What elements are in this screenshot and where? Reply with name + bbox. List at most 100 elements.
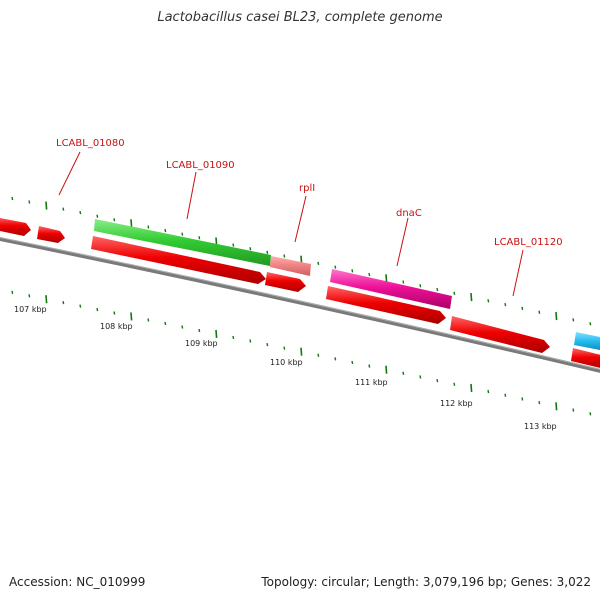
outer-tick-24: [419, 284, 422, 288]
gene-rpli-salmon: [270, 256, 311, 276]
inner-tick-27: [470, 383, 473, 392]
inner-tick-14: [249, 339, 252, 343]
inner-tick-28: [487, 389, 490, 394]
outer-tick-0: [11, 196, 14, 201]
gene-label-lcabl-01090: LCABL_01090: [166, 160, 235, 171]
outer-tick-16: [283, 254, 286, 258]
callout-line-rpli: [294, 195, 307, 243]
outer-tick-6: [113, 218, 116, 222]
outer-tick-30: [521, 306, 524, 311]
inner-tick-29: [504, 393, 507, 397]
gene-red-right-edge: [571, 348, 600, 368]
inner-tick-30: [521, 397, 524, 401]
outer-tick-27: [470, 292, 473, 302]
inner-tick-3: [62, 301, 65, 305]
outer-tick-32: [555, 311, 558, 321]
gene-label-lcabl-01080: LCABL_01080: [56, 138, 125, 149]
kbp-label-113: 113 kbp: [524, 422, 557, 431]
genome-summary-text: Topology: circular; Length: 3,079,196 bp…: [261, 575, 591, 589]
inner-tick-11: [198, 328, 201, 333]
outer-tick-33: [572, 318, 575, 322]
genome-backbone-highlight: [0, 237, 600, 370]
inner-tick-12: [215, 329, 218, 339]
accession-text: Accession: NC_010999: [9, 575, 146, 589]
inner-tick-22: [385, 365, 388, 374]
inner-tick-17: [300, 347, 303, 356]
inner-tick-16: [283, 346, 286, 350]
gene-red-lcabl-01080: [37, 226, 65, 243]
outer-tick-4: [79, 211, 82, 215]
inner-tick-31: [538, 401, 541, 405]
inner-tick-18: [317, 353, 320, 357]
callout-line-lcabl-01090: [186, 171, 197, 220]
gene-dnac-magenta: [330, 269, 452, 309]
outer-tick-7: [130, 219, 133, 228]
callout-line-dnac: [396, 217, 409, 267]
inner-tick-13: [232, 335, 235, 340]
inner-tick-21: [368, 364, 371, 368]
inner-tick-9: [164, 321, 167, 326]
outer-tick-13: [232, 243, 235, 247]
kbp-label-110: 110 kbp: [270, 358, 303, 367]
inner-tick-6: [113, 311, 116, 315]
inner-tick-8: [147, 318, 150, 322]
kbp-label-109: 109 kbp: [185, 339, 218, 348]
inner-tick-25: [436, 378, 439, 383]
inner-tick-19: [334, 357, 337, 361]
outer-tick-19: [334, 265, 337, 269]
outer-tick-20: [351, 269, 354, 273]
genome-backbone: [0, 236, 600, 373]
gene-cyan-edge: [574, 332, 600, 351]
outer-tick-28: [487, 299, 490, 303]
outer-tick-1: [28, 200, 31, 204]
gene-red-lcabl-01090: [91, 236, 266, 284]
outer-tick-2: [45, 201, 48, 210]
outer-tick-25: [436, 287, 439, 292]
callout-line-lcabl-01120: [512, 249, 524, 297]
outer-tick-29: [504, 302, 507, 307]
gene-label-lcabl-01120: LCABL_01120: [494, 237, 563, 248]
inner-tick-26: [453, 382, 456, 386]
inner-tick-5: [96, 307, 99, 312]
gene-red-left-edge-1: [0, 217, 31, 236]
outer-tick-15: [266, 250, 269, 255]
outer-tick-22: [385, 274, 388, 283]
gene-red-dnac: [326, 286, 446, 324]
inner-tick-7: [130, 312, 133, 321]
inner-tick-20: [351, 360, 354, 365]
inner-tick-4: [79, 304, 82, 308]
outer-tick-34: [589, 322, 592, 326]
outer-tick-14: [249, 247, 252, 251]
inner-tick-33: [572, 408, 575, 412]
inner-tick-15: [266, 342, 269, 347]
gene-label-dnac: dnaC: [396, 208, 422, 219]
outer-tick-9: [164, 228, 167, 233]
inner-tick-row: [11, 290, 592, 416]
outer-tick-5: [96, 214, 99, 218]
kbp-label-107: 107 kbp: [14, 305, 47, 314]
gene-label-rpli: rplI: [299, 183, 315, 194]
outer-tick-10: [181, 232, 184, 236]
outer-tick-row: [11, 196, 592, 326]
outer-tick-21: [368, 272, 371, 277]
outer-tick-3: [62, 207, 65, 211]
kbp-label-108: 108 kbp: [100, 322, 133, 331]
inner-tick-0: [11, 290, 14, 295]
inner-tick-24: [419, 375, 422, 379]
inner-tick-34: [589, 412, 592, 416]
outer-tick-8: [147, 225, 150, 229]
gene-red-rpli: [265, 272, 306, 292]
inner-tick-10: [181, 325, 184, 329]
inner-tick-2: [45, 295, 48, 304]
kbp-label-112: 112 kbp: [440, 399, 473, 408]
kbp-label-111: 111 kbp: [355, 378, 388, 387]
inner-tick-32: [555, 402, 558, 411]
inner-tick-23: [402, 371, 405, 375]
callout-line-lcabl-01080: [58, 151, 81, 196]
map-title: Lactobacillus casei BL23, complete genom…: [157, 10, 443, 25]
outer-tick-31: [538, 310, 541, 314]
inner-tick-1: [28, 294, 31, 298]
outer-tick-26: [453, 291, 456, 295]
outer-tick-18: [317, 261, 320, 266]
